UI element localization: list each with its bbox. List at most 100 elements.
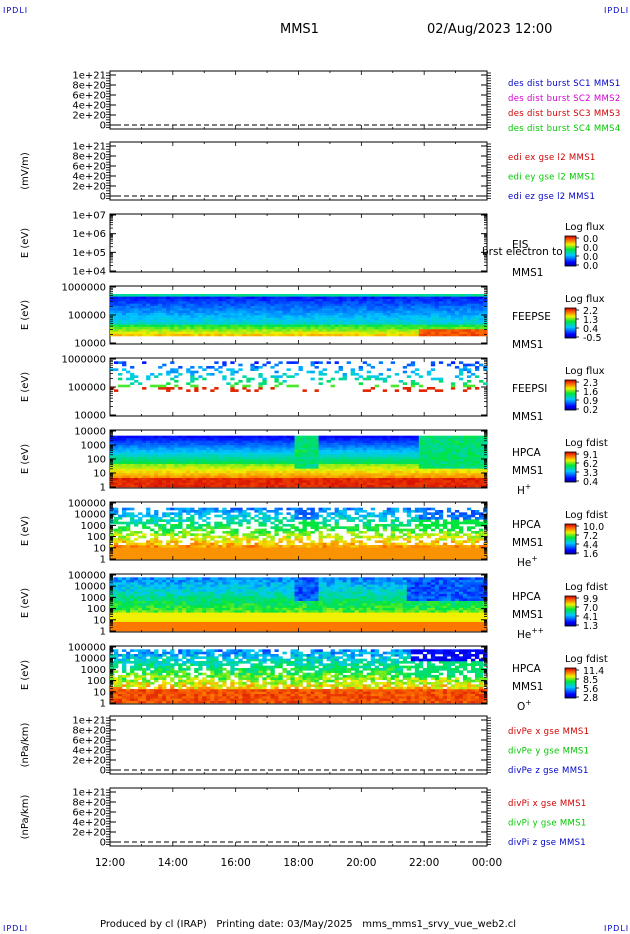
spectrogram-pixel bbox=[450, 454, 456, 457]
spectrogram-pixel bbox=[462, 326, 468, 330]
spectrogram-pixel bbox=[482, 326, 488, 330]
spectrogram-pixel bbox=[206, 329, 211, 332]
spectrogram-pixel bbox=[294, 477, 299, 481]
spectrogram-pixel bbox=[410, 363, 416, 367]
spectrogram-pixel bbox=[402, 322, 408, 325]
spectrogram-pixel bbox=[318, 326, 323, 330]
spectrogram-pixel bbox=[354, 442, 359, 446]
spectrogram-pixel bbox=[474, 298, 480, 302]
spectrogram-pixel bbox=[362, 452, 367, 455]
spectrogram-pixel bbox=[166, 475, 171, 478]
spectrogram-pixel bbox=[166, 533, 171, 536]
spectrogram-pixel bbox=[182, 484, 187, 488]
spectrogram-pixel bbox=[450, 324, 456, 327]
spectrogram-pixel bbox=[390, 480, 396, 483]
spectrogram-pixel bbox=[418, 317, 424, 320]
spectrogram-pixel bbox=[142, 552, 147, 555]
spectrogram-pixel bbox=[390, 296, 396, 299]
spectrogram-pixel bbox=[422, 322, 428, 325]
spectrogram-pixel bbox=[446, 301, 452, 304]
spectrogram-pixel bbox=[374, 475, 380, 478]
spectrogram-pixel bbox=[458, 333, 464, 337]
spectrogram-pixel bbox=[146, 305, 151, 309]
spectrogram-pixel bbox=[122, 294, 127, 297]
spectrogram-pixel bbox=[218, 296, 223, 299]
spectrogram-pixel bbox=[114, 507, 119, 511]
spectrogram-pixel bbox=[266, 305, 271, 309]
spectrogram-pixel bbox=[286, 482, 291, 485]
spectrogram-pixel bbox=[322, 301, 327, 304]
spectrogram-pixel bbox=[354, 477, 359, 481]
spectrogram-pixel bbox=[362, 329, 367, 332]
spectrogram-pixel bbox=[478, 301, 484, 304]
spectrogram-pixel bbox=[346, 480, 351, 483]
spectrogram-pixel bbox=[214, 301, 219, 304]
spectrogram-pixel bbox=[326, 477, 331, 481]
spectrogram-pixel bbox=[270, 317, 275, 320]
spectrogram-pixel bbox=[146, 545, 151, 548]
spacecraft-label: MMS1 bbox=[512, 411, 543, 423]
spectrogram-pixel bbox=[274, 473, 279, 476]
spectrogram-pixel bbox=[138, 480, 143, 483]
spectrogram-pixel bbox=[358, 303, 363, 306]
spectrogram-pixel bbox=[370, 375, 375, 378]
spectrogram-pixel bbox=[110, 510, 115, 513]
spectrogram-pixel bbox=[138, 466, 143, 469]
spectrogram-pixel bbox=[150, 319, 155, 323]
spectrogram-pixel bbox=[138, 554, 143, 557]
spectrogram-pixel bbox=[354, 482, 359, 485]
spectrogram-pixel bbox=[450, 326, 456, 330]
spectrogram-pixel bbox=[334, 370, 339, 374]
spectrogram-pixel bbox=[378, 322, 384, 325]
spectrogram-pixel bbox=[286, 484, 291, 488]
spectrogram-pixel bbox=[322, 294, 327, 297]
spectrogram-pixel bbox=[274, 317, 279, 320]
spectrogram-pixel bbox=[458, 482, 464, 485]
spectrogram-pixel bbox=[414, 442, 420, 446]
y-tick-label: 6e+20 bbox=[72, 91, 106, 102]
spectrogram-pixel bbox=[142, 326, 147, 330]
spectrogram-pixel bbox=[238, 368, 243, 371]
spectrogram-pixel bbox=[194, 370, 199, 374]
spectrogram-pixel bbox=[158, 298, 163, 302]
spectrogram-pixel bbox=[238, 317, 243, 320]
spectrogram-pixel bbox=[190, 310, 195, 313]
spectrogram-pixel bbox=[462, 312, 468, 316]
spectrogram-pixel bbox=[258, 480, 263, 483]
spectrogram-pixel bbox=[182, 326, 187, 330]
spectrogram-pixel bbox=[290, 329, 295, 332]
spectrogram-pixel bbox=[402, 319, 408, 323]
spectrogram-pixel bbox=[330, 329, 335, 332]
spectrogram-pixel bbox=[414, 329, 420, 332]
spectrogram-pixel bbox=[414, 382, 420, 385]
colorbar-segment bbox=[565, 332, 576, 334]
spectrogram-pixel bbox=[302, 324, 307, 327]
spectrogram-pixel bbox=[358, 473, 363, 476]
spectrogram-pixel bbox=[178, 473, 183, 476]
spectrogram-pixel bbox=[334, 319, 339, 323]
spectrogram-pixel bbox=[414, 473, 420, 476]
spectrogram-pixel bbox=[186, 447, 191, 450]
spectrogram-pixel bbox=[114, 475, 119, 478]
spectrogram-pixel bbox=[426, 317, 432, 320]
spectrogram-pixel bbox=[350, 473, 355, 476]
spectrogram-pixel bbox=[286, 468, 291, 471]
spectrogram-pixel bbox=[266, 331, 271, 334]
spectrogram-pixel bbox=[170, 475, 175, 478]
spectrogram-pixel bbox=[410, 384, 416, 388]
spectrogram-pixel bbox=[242, 319, 247, 323]
spectrogram-pixel bbox=[154, 452, 159, 455]
spectrogram-pixel bbox=[118, 470, 123, 474]
spectrogram-pixel bbox=[438, 294, 444, 297]
spectrogram-pixel bbox=[346, 319, 351, 323]
spectrogram-pixel bbox=[114, 477, 119, 481]
spectrogram-pixel bbox=[258, 452, 263, 455]
spectrogram-pixel bbox=[170, 456, 175, 460]
spectrogram-pixel bbox=[350, 480, 355, 483]
spectrogram-pixel bbox=[462, 333, 468, 337]
spectrogram-pixel bbox=[126, 526, 131, 529]
spectrogram-pixel bbox=[134, 480, 139, 483]
colorbar-segment bbox=[565, 255, 576, 257]
y-tick-label: 6e+20 bbox=[72, 162, 106, 173]
spectrogram-pixel bbox=[162, 512, 167, 515]
